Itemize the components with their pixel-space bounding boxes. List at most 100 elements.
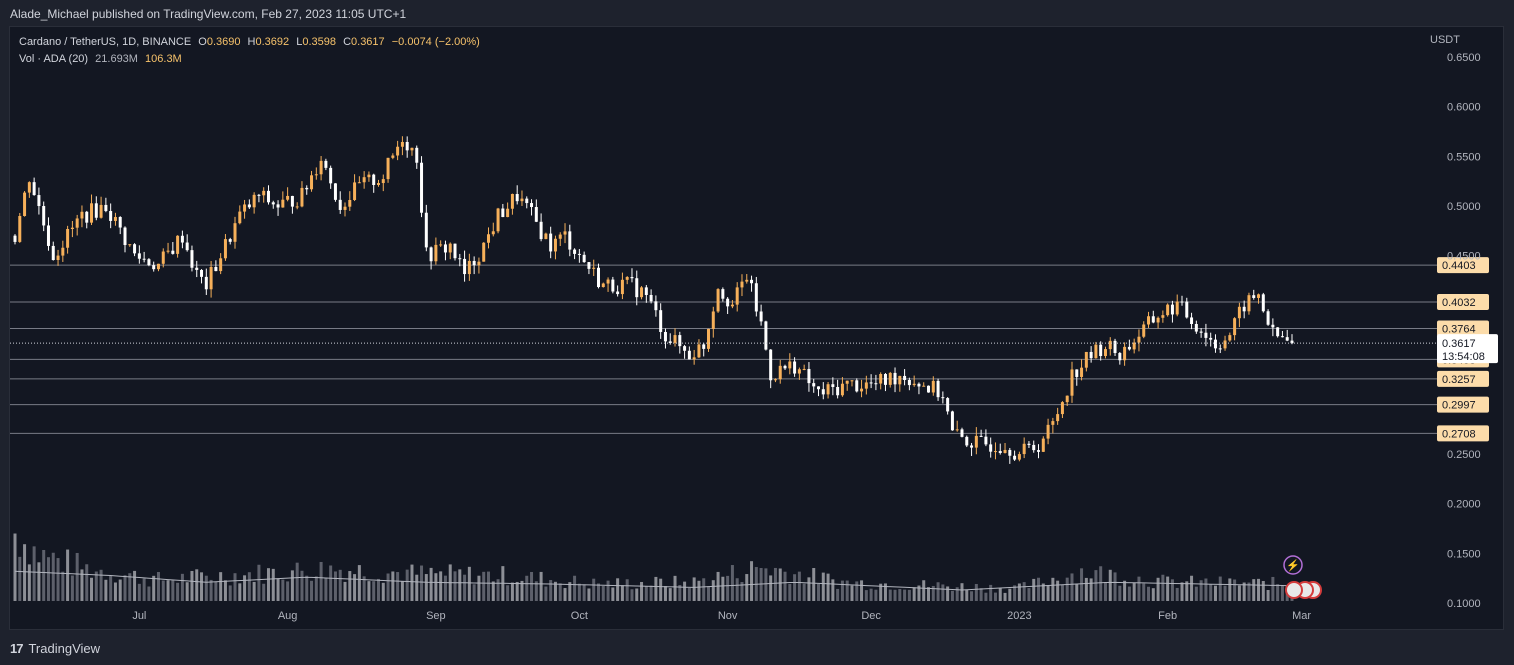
level-label-bg — [1437, 370, 1489, 387]
volume-bar — [668, 588, 672, 601]
candle-up — [353, 182, 357, 200]
volume-bar — [831, 579, 835, 601]
volume-bar — [496, 579, 500, 601]
candle-up — [27, 182, 31, 193]
volume-bar — [190, 570, 194, 601]
candle-up — [410, 147, 414, 151]
candle-down — [472, 260, 476, 266]
volume-bar — [310, 580, 314, 601]
volume-bar — [262, 583, 266, 601]
candle-up — [66, 229, 70, 248]
y-tick-label: 0.5500 — [1447, 151, 1481, 163]
volume-bar — [917, 585, 921, 601]
level-label-bg — [1437, 396, 1489, 413]
volume-bar — [1013, 585, 1017, 601]
candle-down — [883, 374, 887, 385]
volume-bar — [993, 592, 997, 601]
volume-bar — [147, 586, 151, 601]
candle-up — [286, 195, 290, 200]
candle-down — [324, 160, 328, 168]
tradingview-logo-icon: 17 — [10, 640, 24, 656]
candle-up — [161, 251, 165, 264]
volume-bar — [1008, 588, 1012, 601]
volume-bar — [1261, 581, 1265, 601]
volume-bar — [1156, 577, 1160, 601]
candle-up — [879, 374, 883, 384]
volume-bar — [166, 580, 170, 601]
candle-up — [281, 199, 285, 208]
volume-label[interactable]: Vol · ADA (20) — [19, 53, 89, 65]
candle-up — [1161, 315, 1165, 318]
candle-up — [673, 335, 677, 343]
volume-bar — [797, 571, 801, 601]
candle-down — [123, 227, 127, 246]
candle-up — [640, 287, 644, 298]
candle-down — [1204, 332, 1208, 338]
volume-bar — [740, 582, 744, 601]
volume-bar — [1060, 584, 1064, 601]
volume-bar — [1032, 578, 1036, 601]
candle-up — [1137, 336, 1141, 343]
price-chart[interactable]: 0.44030.40320.37640.34530.32570.29970.27… — [10, 27, 1503, 629]
volume-bar — [773, 567, 777, 601]
volume-bar — [99, 569, 103, 601]
volume-bar — [1003, 592, 1007, 601]
candle-down — [1180, 301, 1184, 303]
volume-bar — [376, 578, 380, 601]
volume-bar — [864, 590, 868, 601]
candle-down — [663, 331, 667, 342]
symbol-name[interactable]: Cardano / TetherUS, 1D, BINANCE — [19, 36, 192, 48]
candle-down — [946, 398, 950, 412]
candle-up — [113, 217, 117, 221]
candle-up — [797, 369, 801, 374]
volume-bar — [1137, 576, 1141, 601]
level-label: 0.4032 — [1442, 297, 1476, 309]
x-tick-label: Oct — [571, 610, 588, 622]
volume-bar — [113, 582, 117, 601]
candle-up — [23, 192, 27, 217]
volume-bar — [353, 574, 357, 601]
volume-bar — [534, 581, 538, 601]
volume-bar — [989, 584, 993, 601]
volume-bar — [66, 549, 70, 601]
chart-panel[interactable]: 0.44030.40320.37640.34530.32570.29970.27… — [9, 26, 1504, 630]
volume-bar — [640, 581, 644, 601]
low-value: 0.3598 — [302, 36, 336, 48]
volume-bar — [491, 581, 495, 601]
volume-bar — [1151, 588, 1155, 601]
candle-up — [391, 155, 395, 158]
candle-up — [70, 227, 74, 230]
candle-down — [1276, 327, 1280, 337]
candle-up — [486, 234, 490, 243]
volume-bar — [1127, 586, 1131, 601]
candle-down — [1199, 331, 1203, 333]
candle-down — [577, 253, 581, 255]
x-tick-label: Mar — [1292, 610, 1311, 622]
volume-bar — [1276, 584, 1280, 601]
candle-up — [314, 174, 318, 176]
candle-down — [104, 204, 108, 212]
candle-down — [257, 194, 261, 196]
candle-down — [644, 287, 648, 295]
candle-up — [310, 175, 314, 190]
candle-down — [769, 349, 773, 381]
candle-up — [61, 247, 65, 256]
candle-up — [1233, 318, 1237, 336]
candle-down — [687, 350, 691, 360]
volume-bar — [721, 576, 725, 601]
volume-bar — [51, 552, 55, 601]
candle-up — [381, 179, 385, 184]
candle-down — [630, 277, 634, 279]
candle-up — [1022, 443, 1026, 455]
candle-down — [42, 206, 46, 226]
volume-bar — [520, 580, 524, 601]
candle-up — [1070, 369, 1074, 396]
volume-ma-line — [14, 570, 1288, 591]
volume-bar — [1257, 578, 1261, 601]
candle-down — [429, 247, 433, 262]
candle-down — [276, 204, 280, 208]
volume-bar — [960, 583, 964, 601]
volume-bar — [1175, 587, 1179, 601]
candle-down — [1190, 317, 1194, 324]
candle-up — [238, 211, 242, 224]
